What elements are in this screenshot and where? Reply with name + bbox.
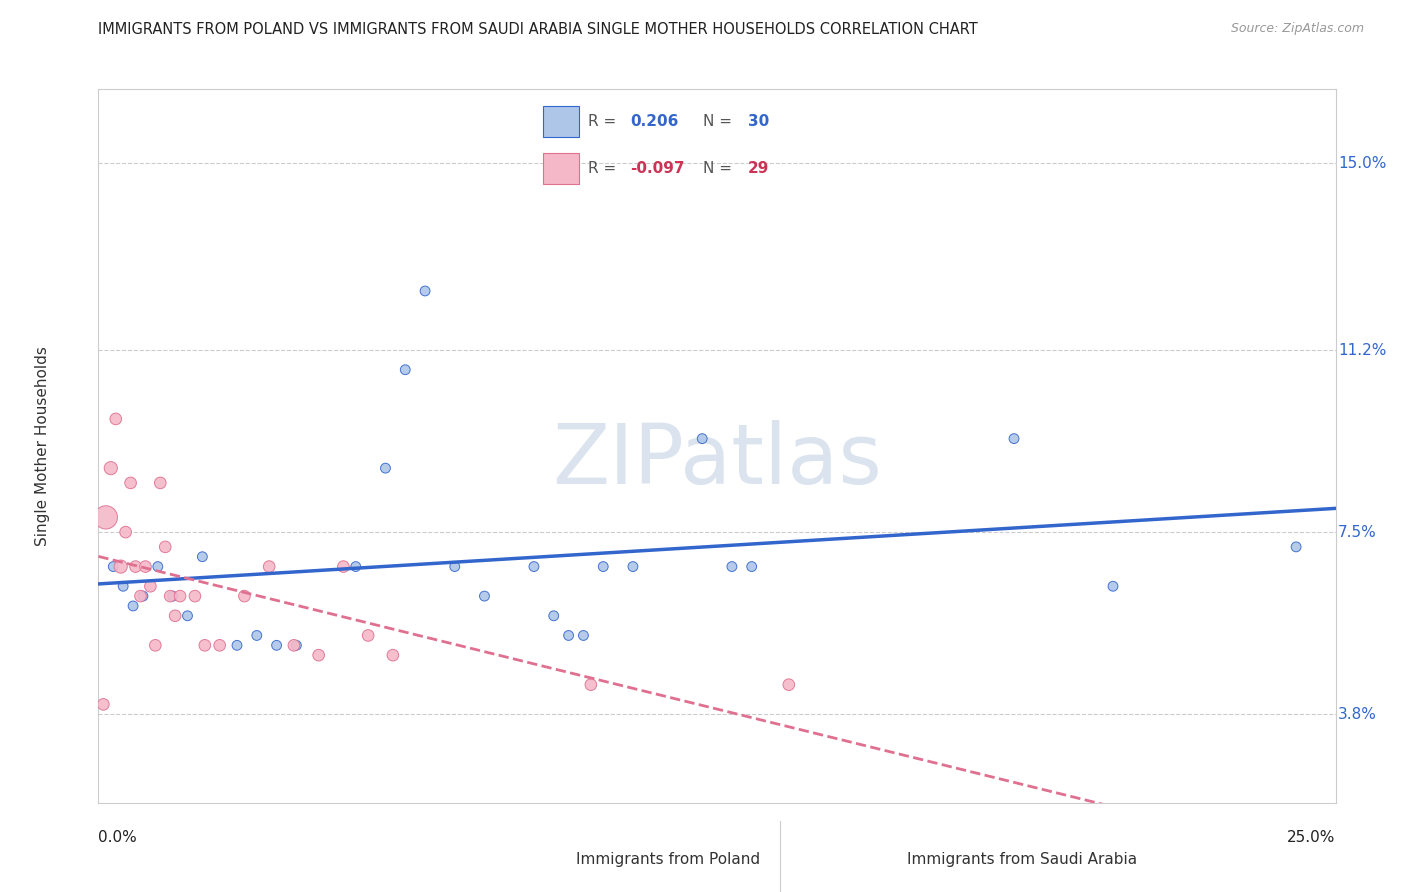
- Point: [381, 648, 404, 662]
- Bar: [543, 106, 579, 136]
- Point: [572, 628, 595, 642]
- Point: [246, 628, 269, 642]
- Point: [184, 589, 207, 603]
- Point: [110, 559, 132, 574]
- Point: [443, 559, 465, 574]
- Point: [283, 638, 305, 652]
- Text: ZIPatlas: ZIPatlas: [553, 420, 882, 500]
- Point: [194, 638, 217, 652]
- Text: 25.0%: 25.0%: [1288, 830, 1336, 845]
- Point: [1002, 432, 1025, 446]
- Point: [129, 589, 152, 603]
- Point: [592, 559, 614, 574]
- Text: R =: R =: [588, 161, 621, 176]
- Point: [165, 608, 187, 623]
- Bar: [543, 153, 579, 184]
- Text: 0.206: 0.206: [630, 114, 678, 128]
- Point: [690, 432, 713, 446]
- Point: [143, 638, 166, 652]
- Point: [146, 559, 169, 574]
- Text: N =: N =: [703, 161, 737, 176]
- Point: [621, 559, 644, 574]
- Point: [112, 579, 135, 593]
- Text: 3.8%: 3.8%: [1339, 706, 1376, 722]
- Point: [778, 678, 800, 692]
- Text: Single Mother Households: Single Mother Households: [35, 346, 51, 546]
- Point: [103, 559, 125, 574]
- Point: [1102, 579, 1125, 593]
- Text: IMMIGRANTS FROM POLAND VS IMMIGRANTS FROM SAUDI ARABIA SINGLE MOTHER HOUSEHOLDS : IMMIGRANTS FROM POLAND VS IMMIGRANTS FRO…: [98, 22, 979, 37]
- Point: [579, 678, 602, 692]
- Point: [176, 608, 198, 623]
- Point: [266, 638, 288, 652]
- Text: 15.0%: 15.0%: [1339, 155, 1386, 170]
- Point: [149, 475, 172, 490]
- Text: -0.097: -0.097: [630, 161, 685, 176]
- Point: [1285, 540, 1308, 554]
- Text: R =: R =: [588, 114, 621, 128]
- Text: N =: N =: [703, 114, 737, 128]
- Point: [543, 608, 565, 623]
- Point: [285, 638, 308, 652]
- Text: Immigrants from Saudi Arabia: Immigrants from Saudi Arabia: [907, 853, 1137, 867]
- Text: 30: 30: [748, 114, 769, 128]
- Text: 7.5%: 7.5%: [1339, 524, 1376, 540]
- Point: [233, 589, 256, 603]
- Point: [139, 579, 162, 593]
- Point: [122, 599, 145, 613]
- Point: [332, 559, 354, 574]
- Point: [134, 559, 156, 574]
- Point: [413, 284, 436, 298]
- Point: [308, 648, 330, 662]
- Point: [104, 412, 127, 426]
- Point: [114, 525, 136, 540]
- Point: [474, 589, 496, 603]
- Point: [257, 559, 280, 574]
- Text: Immigrants from Poland: Immigrants from Poland: [576, 853, 761, 867]
- Point: [374, 461, 396, 475]
- Point: [523, 559, 546, 574]
- Point: [357, 628, 380, 642]
- Text: Source: ZipAtlas.com: Source: ZipAtlas.com: [1230, 22, 1364, 36]
- Point: [344, 559, 367, 574]
- Text: 11.2%: 11.2%: [1339, 343, 1386, 358]
- Point: [100, 461, 122, 475]
- Point: [94, 510, 117, 524]
- Point: [557, 628, 579, 642]
- Point: [226, 638, 249, 652]
- Point: [721, 559, 744, 574]
- Point: [93, 698, 115, 712]
- Point: [124, 559, 146, 574]
- Point: [132, 589, 155, 603]
- Point: [159, 589, 181, 603]
- Point: [162, 589, 184, 603]
- Point: [741, 559, 763, 574]
- Point: [191, 549, 214, 564]
- Point: [155, 540, 177, 554]
- Point: [169, 589, 191, 603]
- Point: [208, 638, 231, 652]
- Text: 0.0%: 0.0%: [98, 830, 138, 845]
- Point: [120, 475, 142, 490]
- Text: 29: 29: [748, 161, 769, 176]
- Point: [394, 362, 416, 376]
